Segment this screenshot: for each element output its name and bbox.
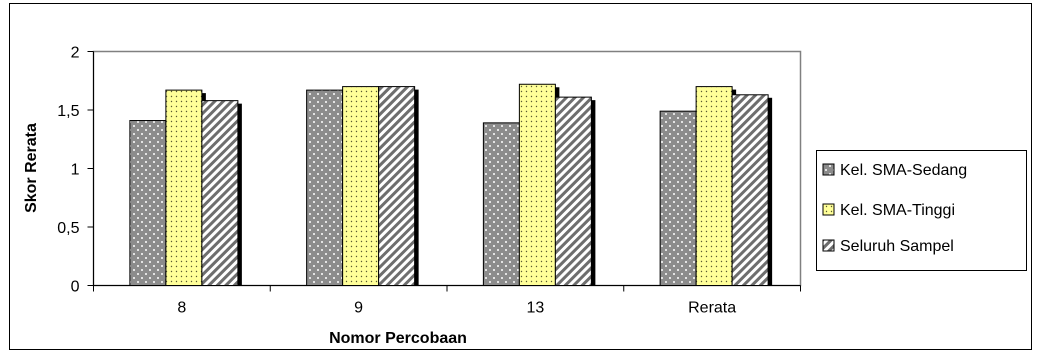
bar-kel-sma-sedang-9 <box>307 90 343 285</box>
legend-label-sma-tinggi: Kel. SMA-Tinggi <box>840 202 955 219</box>
x-tick-label: 8 <box>177 300 186 317</box>
bar-seluruh-sampel-8 <box>202 101 238 286</box>
bar-kel-sma-tinggi-13 <box>519 84 555 285</box>
x-tick-label: 13 <box>526 300 544 317</box>
bar-seluruh-sampel-13 <box>555 97 591 285</box>
y-tick-label: 1,5 <box>57 103 79 120</box>
legend-swatch-seluruh-sampel <box>823 240 834 251</box>
bar-seluruh-sampel-rerata <box>732 95 768 286</box>
y-tick-label: 2 <box>71 45 80 62</box>
legend-swatch-sma-tinggi <box>823 204 834 215</box>
bar-kel-sma-tinggi-rerata <box>696 87 732 286</box>
x-tick-label: Rerata <box>688 300 736 317</box>
bar-kel-sma-sedang-13 <box>483 123 519 286</box>
legend-label-sma-sedang: Kel. SMA-Sedang <box>840 162 967 179</box>
y-axis-title: Skor Rerata <box>23 123 40 213</box>
y-tick-label: 1 <box>71 162 80 179</box>
legend-label-seluruh-sampel: Seluruh Sampel <box>840 238 954 255</box>
bar-kel-sma-sedang-rerata <box>660 111 696 285</box>
y-tick-label: 0 <box>71 279 80 296</box>
y-tick-label: 0,5 <box>57 220 79 237</box>
bar-kel-sma-tinggi-8 <box>166 90 202 285</box>
bar-seluruh-sampel-9 <box>379 87 415 286</box>
bar-kel-sma-tinggi-9 <box>343 87 379 286</box>
x-axis-title: Nomor Percobaan <box>329 330 467 347</box>
x-tick-label: 9 <box>354 300 363 317</box>
legend-swatch-sma-sedang <box>823 164 834 175</box>
legend: Kel. SMA-Sedang Kel. SMA-Tinggi Seluruh … <box>817 151 1027 271</box>
bar-kel-sma-sedang-8 <box>130 121 166 286</box>
